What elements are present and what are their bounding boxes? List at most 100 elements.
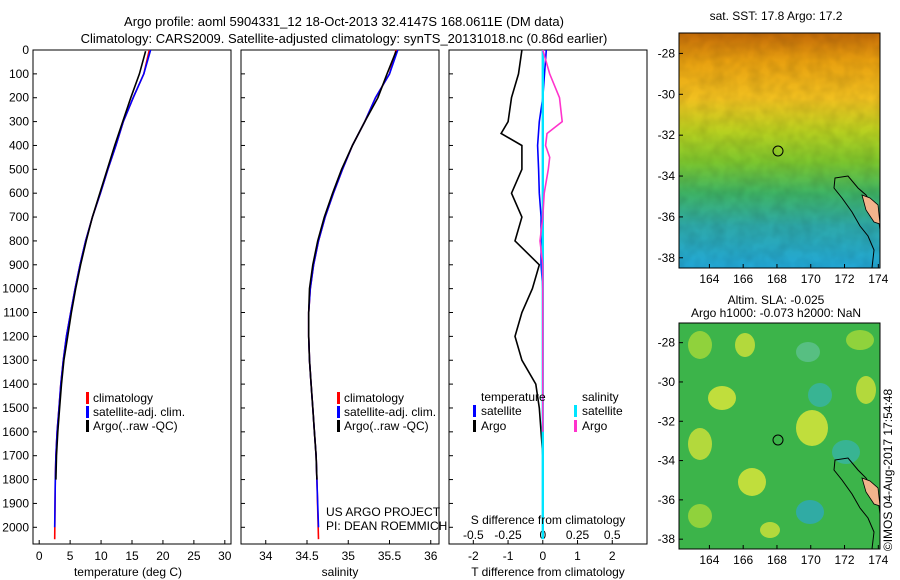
difference-panel-frame xyxy=(448,49,648,545)
sla-lon-tick-label: 164 xyxy=(699,553,719,567)
sst-lat-tick-label: -28 xyxy=(658,46,676,60)
legend-label-argo: Argo(..raw -QC) xyxy=(344,419,429,433)
depth-tick-label: 1200 xyxy=(2,329,29,343)
sla-lon-tick-label: 168 xyxy=(767,553,787,567)
legend-label-climatology: climatology xyxy=(93,391,153,405)
diff-x2-tick-label: -0.5 xyxy=(463,528,484,542)
salinity-series-satellite-adj-clim- xyxy=(307,49,399,528)
legend-swatch-argo xyxy=(86,420,89,432)
legend-swatch-s-argo xyxy=(574,420,577,432)
temperature-x-tick-label: 0 xyxy=(36,549,43,563)
depth-tick-label: 1000 xyxy=(2,282,29,296)
temperature-axis-label: temperature (deg C) xyxy=(74,565,182,579)
legend-swatch-climatology xyxy=(337,392,340,404)
sst-lon-tick-label: 168 xyxy=(767,272,787,286)
depth-tick-label: 700 xyxy=(9,210,29,224)
imos-credit: ©IMOS 04-Aug-2017 17:54:48 xyxy=(881,389,895,552)
sst-lon-tick-label: 170 xyxy=(801,272,821,286)
depth-tick-label: 2000 xyxy=(2,520,29,534)
legend-swatch-t-satellite xyxy=(473,405,476,417)
diff-x-tick-label: -2 xyxy=(468,549,479,563)
sst-lat-tick-label: -34 xyxy=(658,169,676,183)
sla-blob xyxy=(688,331,712,359)
legend-label-climatology: climatology xyxy=(344,391,404,405)
depth-axis: 0 100 200 300 400 500 600 700 800 900 1000 1100 1200… xyxy=(2,43,453,534)
depth-tick-label: 900 xyxy=(9,258,29,272)
temperature-x-tick-label: 20 xyxy=(156,549,170,563)
sst-map-title: sat. SST: 17.8 Argo: 17.2 xyxy=(710,9,843,23)
diff-x2-tick-label: 0.25 xyxy=(566,528,590,542)
salinity-legend: climatology satellite-adj. clim. Argo(..… xyxy=(337,391,436,433)
sla-map-frame xyxy=(678,322,881,550)
legend-label-t-satellite: satellite xyxy=(481,404,522,418)
temperature-x-tick-label: 15 xyxy=(125,549,139,563)
depth-tick-label: 800 xyxy=(9,234,29,248)
sst-texture xyxy=(679,33,880,268)
depth-tick-label: 200 xyxy=(9,91,29,105)
figure-title-line2: Climatology: CARS2009. Satellite-adjuste… xyxy=(81,31,608,46)
difference-plot: -2 -1 0 1 2-0.5 -0.25 0 0.25 0.5 xyxy=(463,49,621,563)
sla-anomaly-blobs xyxy=(688,330,876,538)
depth-tick-label: 400 xyxy=(9,138,29,152)
diff-x2-tick-label: 0.5 xyxy=(604,528,621,542)
diff-series-temperature-argo xyxy=(500,49,544,456)
difference-legend: temperature salinity satellite Argo sate… xyxy=(473,390,623,433)
salinity-series-argo-raw-qc- xyxy=(307,50,397,480)
sla-lat-tick-label: -32 xyxy=(658,414,676,428)
temperature-x-tick-label: 5 xyxy=(67,549,74,563)
sst-lat-tick-label: -38 xyxy=(658,251,676,265)
sla-map-ticks: -28 -30 -32 -34 -36 -38 164 166 168 170 172 174 xyxy=(658,336,889,567)
sst-lon-tick-label: 164 xyxy=(699,272,719,286)
diff-x-tick-label: 0 xyxy=(539,549,546,563)
sst-lat-tick-label: -36 xyxy=(658,210,676,224)
sla-blob xyxy=(856,376,876,404)
sla-lat-tick-label: -34 xyxy=(658,454,676,468)
salinity-x-tick-label: 34 xyxy=(259,549,273,563)
legend-swatch-satellite xyxy=(337,406,340,418)
depth-tick-label: 600 xyxy=(9,186,29,200)
legend-label-s-argo: Argo xyxy=(582,419,608,433)
sla-blob xyxy=(832,440,860,464)
depth-tick-label: 1700 xyxy=(2,449,29,463)
temperature-series-climatology xyxy=(53,49,151,540)
legend-heading-salinity: salinity xyxy=(582,390,619,404)
depth-tick-label: 1800 xyxy=(2,473,29,487)
sst-map xyxy=(678,32,881,269)
sst-lon-tick-label: 174 xyxy=(868,272,888,286)
sla-lat-tick-label: -36 xyxy=(658,493,676,507)
temperature-panel-frame xyxy=(32,49,232,545)
legend-label-s-satellite: satellite xyxy=(582,404,623,418)
sla-argo-location-marker xyxy=(772,434,784,446)
salinity-x-tick-label: 34.5 xyxy=(295,549,319,563)
sla-blob xyxy=(796,342,820,362)
salinity-axis-label: salinity xyxy=(322,565,359,579)
pi-note: PI: DEAN ROEMMICH xyxy=(326,519,447,533)
legend-label-t-argo: Argo xyxy=(481,419,507,433)
sla-blob xyxy=(738,468,766,496)
salinity-panel-frame xyxy=(240,49,440,545)
temperature-x-tick-label: 10 xyxy=(94,549,108,563)
legend-swatch-climatology xyxy=(86,392,89,404)
sst-map-ticks: -28 -30 -32 -34 -36 -38 164 166 168 170 172 174 xyxy=(658,46,889,286)
figure-title-line1: Argo profile: aoml 5904331_12 18-Oct-201… xyxy=(124,14,564,29)
sla-blob xyxy=(808,383,832,407)
sst-lat-tick-label: -32 xyxy=(658,128,676,142)
sla-blob xyxy=(688,428,712,460)
depth-tick-label: 300 xyxy=(9,115,29,129)
sla-blob xyxy=(688,504,712,528)
legend-label-satellite: satellite-adj. clim. xyxy=(93,405,185,419)
depth-tick-label: 1100 xyxy=(3,306,29,320)
project-note: US ARGO PROJECT xyxy=(326,505,441,519)
sla-blob xyxy=(760,522,780,538)
temperature-x-tick-label: 30 xyxy=(218,549,232,563)
sla-lon-tick-label: 174 xyxy=(868,553,888,567)
sla-lon-tick-label: 170 xyxy=(801,553,821,567)
depth-tick-label: 1400 xyxy=(2,377,29,391)
diff-x-tick-label: 2 xyxy=(609,549,616,563)
salinity-x-tick-label: 35.5 xyxy=(378,549,402,563)
sla-blob xyxy=(846,330,874,350)
depth-tick-label: 1300 xyxy=(2,353,29,367)
depth-tick-label: 1900 xyxy=(2,496,29,510)
sla-blob xyxy=(708,386,736,410)
sla-lon-tick-label: 172 xyxy=(835,553,855,567)
